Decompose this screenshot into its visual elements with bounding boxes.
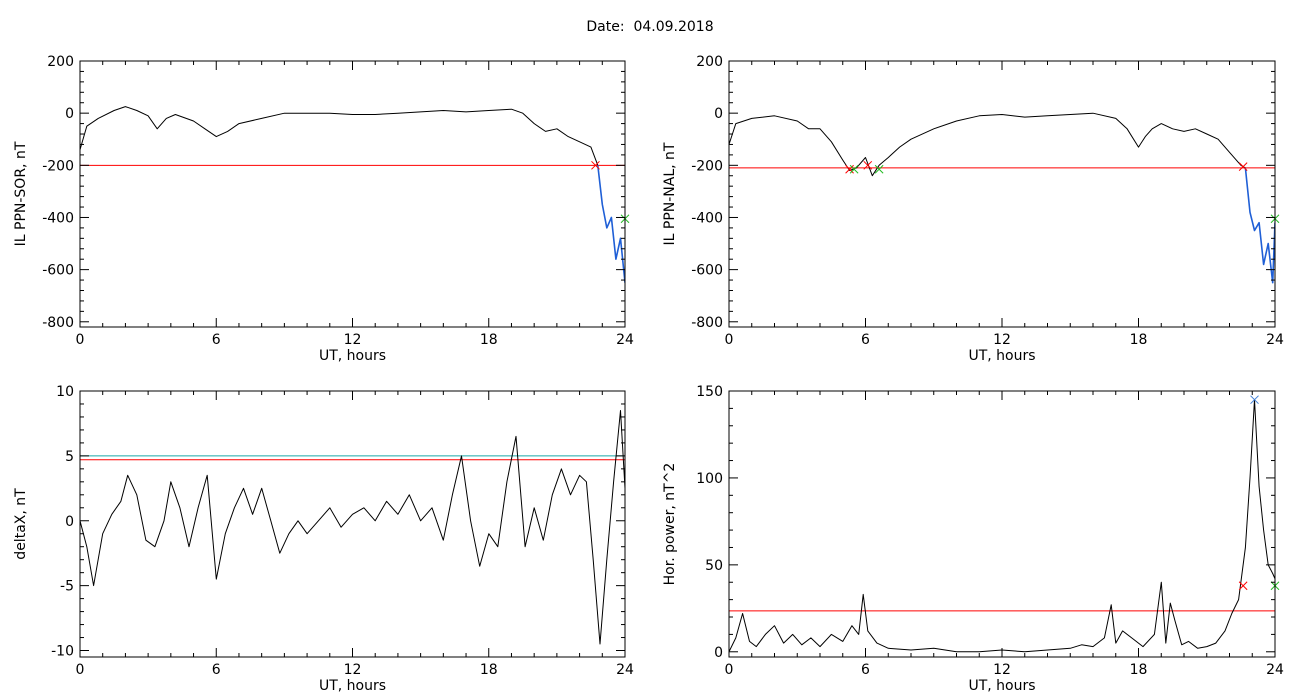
y-axis-label: deltaX, nT xyxy=(13,488,29,560)
y-axis-label: Hor. power, nT^2 xyxy=(662,463,678,586)
plot-frame xyxy=(79,60,626,328)
x-tick-label: 6 xyxy=(212,662,221,678)
marker-red-1 xyxy=(1238,581,1248,591)
x-tick-label: 0 xyxy=(76,662,85,678)
x-tick-label: 6 xyxy=(861,662,870,678)
x-tick-label: 24 xyxy=(1266,662,1284,678)
plot-frame xyxy=(728,60,1276,328)
y-tick-label: 5 xyxy=(65,449,74,465)
y-tick-label: -5 xyxy=(60,579,74,595)
x-tick-label: 6 xyxy=(861,332,870,348)
y-tick-label: -600 xyxy=(691,263,723,279)
y-tick-label: -200 xyxy=(42,158,74,174)
y-tick-label: 0 xyxy=(714,645,723,661)
y-tick-label: 150 xyxy=(696,384,723,400)
y-tick-label: -800 xyxy=(42,315,74,331)
x-axis-label: UT, hours xyxy=(319,348,386,364)
x-tick-label: 24 xyxy=(616,332,634,348)
x-tick-label: 0 xyxy=(725,332,734,348)
y-tick-label: 10 xyxy=(56,384,74,400)
series-line-black-1 xyxy=(80,106,599,166)
page-title: Date: 04.09.2018 xyxy=(586,19,714,35)
x-tick-label: 12 xyxy=(993,332,1011,348)
y-tick-label: -10 xyxy=(51,644,74,660)
series-line-black-1 xyxy=(729,399,1275,653)
y-tick-label: 100 xyxy=(696,471,723,487)
marker-blue-2 xyxy=(1250,395,1259,405)
x-tick-label: 12 xyxy=(344,662,362,678)
y-tick-label: -200 xyxy=(691,158,723,174)
x-tick-label: 24 xyxy=(616,662,634,678)
series-line-blue-2 xyxy=(1244,167,1275,284)
series-line-blue-2 xyxy=(597,165,625,283)
x-axis-label: UT, hours xyxy=(968,348,1035,364)
chart-panel-2: 0 6 12 18 24 -800 -600 -400 -200 0 200 UT, hours IL … xyxy=(662,54,1284,364)
chart-panel-1: 0 6 12 18 24 -800 -600 -400 -200 0 200 UT, hours IL … xyxy=(13,54,634,364)
marker-green-2 xyxy=(849,164,859,174)
y-axis-label: IL PPN-SOR, nT xyxy=(13,141,29,246)
marker-red-1 xyxy=(591,160,600,170)
y-tick-label: 200 xyxy=(47,54,74,70)
y-tick-label: 0 xyxy=(65,514,74,530)
x-tick-label: 18 xyxy=(1130,662,1148,678)
plot-frame xyxy=(728,390,1276,658)
x-tick-label: 6 xyxy=(212,332,221,348)
y-tick-label: -400 xyxy=(42,210,74,226)
marker-red-3 xyxy=(863,160,873,170)
y-tick-label: 0 xyxy=(65,106,74,122)
x-axis-label: UT, hours xyxy=(968,678,1035,694)
x-tick-label: 18 xyxy=(1130,332,1148,348)
plot-frame xyxy=(79,390,626,658)
x-tick-label: 18 xyxy=(480,332,498,348)
y-axis-label: IL PPN-NAL, nT xyxy=(662,142,678,245)
marker-red-1 xyxy=(845,164,854,174)
x-tick-label: 12 xyxy=(344,332,362,348)
y-tick-label: -400 xyxy=(691,210,723,226)
x-tick-label: 0 xyxy=(76,332,85,348)
series-line-black-1 xyxy=(729,112,1246,177)
x-tick-label: 0 xyxy=(725,662,734,678)
x-axis-label: UT, hours xyxy=(319,678,386,694)
x-tick-label: 12 xyxy=(993,662,1011,678)
chart-panel-4: 0 6 12 18 24 0 50 100 150 UT, hours Hor. power, nT… xyxy=(662,384,1284,694)
y-tick-label: -800 xyxy=(691,315,723,331)
y-tick-label: -600 xyxy=(42,263,74,279)
marker-red-5 xyxy=(1238,162,1248,171)
x-tick-label: 24 xyxy=(1266,332,1284,348)
y-tick-label: 50 xyxy=(705,558,723,574)
series-line-black-1 xyxy=(80,410,625,645)
chart-panel-3: 0 6 12 18 24 -10 -5 0 5 10 UT, hours deltaX, nT xyxy=(13,384,634,694)
y-tick-label: 0 xyxy=(714,106,723,122)
x-tick-label: 18 xyxy=(480,662,498,678)
marker-green-4 xyxy=(874,164,884,174)
y-tick-label: 200 xyxy=(696,54,723,70)
